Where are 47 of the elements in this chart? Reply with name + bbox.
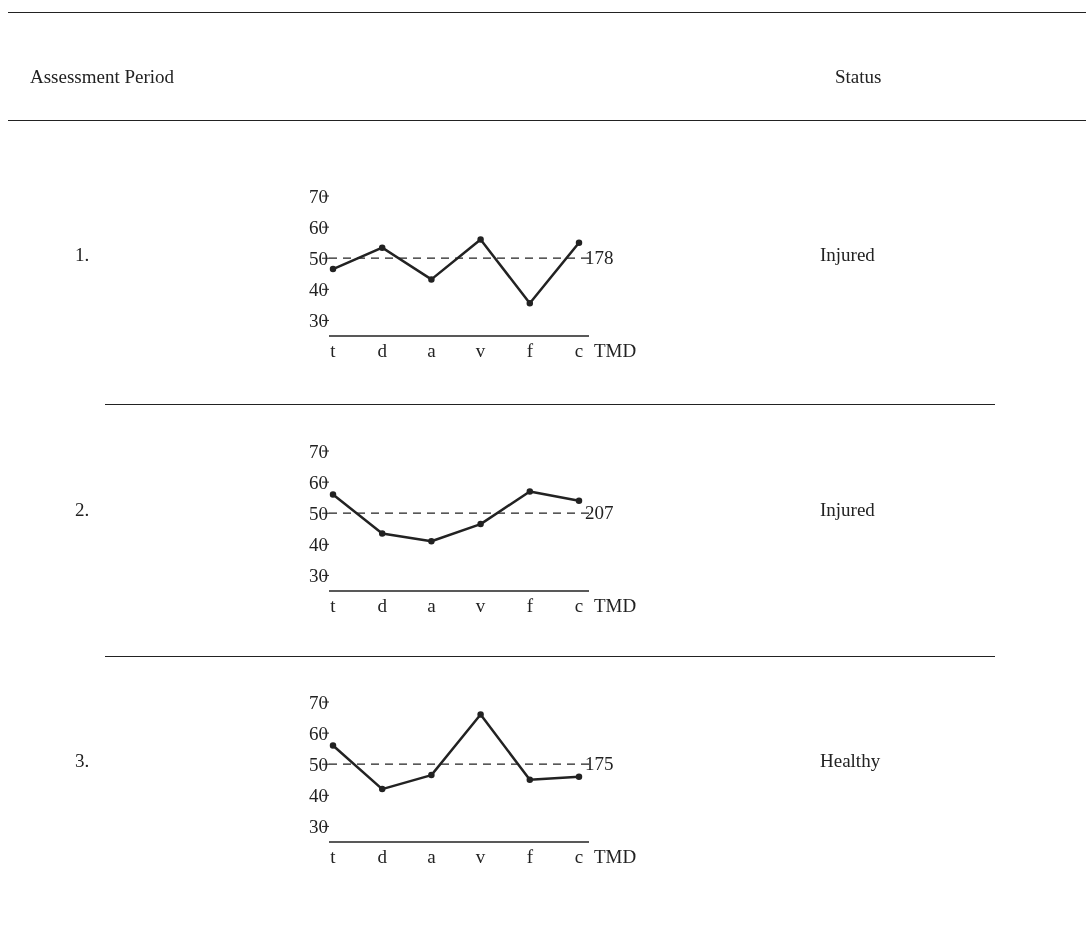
x-tick-label: c bbox=[574, 846, 584, 868]
x-tick-label: t bbox=[330, 846, 337, 868]
y-tick-label: 50 bbox=[309, 247, 328, 269]
x-tick-label: f bbox=[526, 595, 534, 617]
text: 3. bbox=[75, 750, 90, 772]
y-tick-label: 60 bbox=[309, 722, 328, 744]
text: 2. bbox=[75, 499, 90, 521]
y-tick-label: 70 bbox=[309, 185, 328, 207]
x-tick-label: a bbox=[427, 846, 437, 868]
y-tick-label: 60 bbox=[309, 216, 328, 238]
text: Status bbox=[835, 66, 882, 88]
x-tick-label: c bbox=[574, 595, 584, 617]
x-tick-label: d bbox=[377, 340, 388, 362]
x-tick-label: d bbox=[377, 595, 388, 617]
text: Healthy bbox=[820, 750, 881, 772]
x-axis-title: TMD bbox=[594, 595, 637, 616]
y-tick-label: 70 bbox=[309, 691, 328, 713]
x-tick-label: t bbox=[330, 595, 337, 617]
x-tick-label: v bbox=[475, 595, 486, 617]
x-tick-label: a bbox=[427, 340, 437, 362]
x-tick-label: f bbox=[526, 340, 534, 362]
annotation: 207 bbox=[585, 502, 614, 524]
text: Injured bbox=[820, 499, 875, 521]
y-tick-label: 30 bbox=[309, 310, 328, 332]
y-tick-label: 70 bbox=[309, 440, 328, 462]
x-tick-label: c bbox=[574, 340, 584, 362]
y-tick-label: 40 bbox=[309, 534, 328, 556]
y-tick-label: 30 bbox=[309, 816, 328, 838]
annotation: 175 bbox=[585, 753, 614, 775]
x-tick-label: f bbox=[526, 846, 534, 868]
x-axis-title: TMD bbox=[594, 846, 637, 867]
y-tick-label: 40 bbox=[309, 279, 328, 301]
text: Injured bbox=[820, 244, 875, 266]
y-tick-label: 30 bbox=[309, 565, 328, 587]
x-tick-label: t bbox=[330, 340, 337, 362]
x-tick-label: a bbox=[427, 595, 437, 617]
x-axis-title: TMD bbox=[594, 340, 637, 361]
y-tick-label: 40 bbox=[309, 785, 328, 807]
text: Assessment Period bbox=[30, 66, 175, 88]
x-tick-label: v bbox=[475, 340, 486, 362]
y-tick-label: 60 bbox=[309, 471, 328, 493]
text: 1. bbox=[75, 244, 90, 266]
x-tick-label: d bbox=[377, 846, 388, 868]
annotation: 178 bbox=[585, 247, 614, 269]
y-tick-label: 50 bbox=[309, 753, 328, 775]
x-tick-label: v bbox=[475, 846, 486, 868]
y-tick-label: 50 bbox=[309, 502, 328, 524]
